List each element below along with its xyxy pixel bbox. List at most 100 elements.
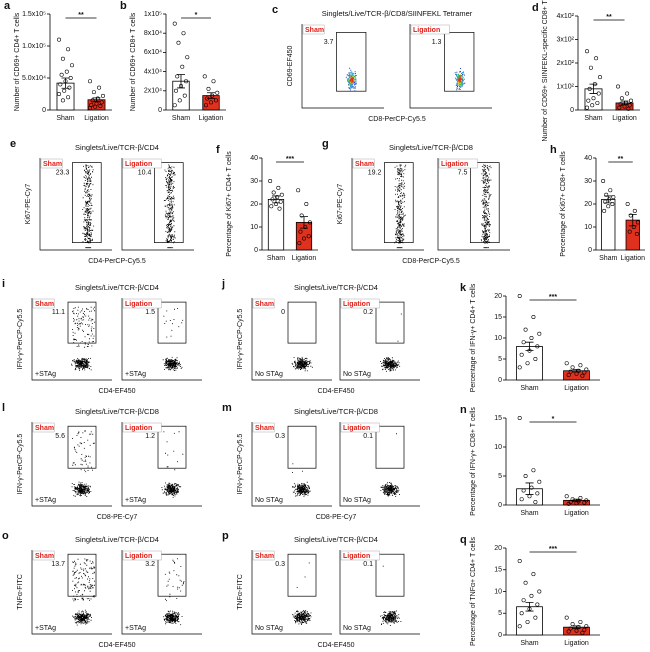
gate-value: 0.1: [363, 561, 373, 568]
events: [72, 558, 96, 626]
sample-label: Sham: [355, 161, 374, 168]
sample-box: [252, 550, 275, 561]
error-bar: [589, 83, 598, 94]
data-point: [521, 598, 526, 603]
panel-letter: n: [460, 404, 467, 416]
data-point: [523, 327, 528, 332]
data-point: [206, 86, 211, 91]
data-point: [517, 365, 522, 370]
panel-letter: p: [222, 530, 229, 542]
data-point: [582, 627, 587, 632]
gate: [444, 32, 475, 92]
data-point: [570, 365, 575, 370]
data-point: [634, 231, 639, 236]
gate: [375, 553, 405, 597]
error-bar: [177, 74, 185, 89]
data-point: [177, 98, 182, 103]
y-tick-label: 10: [250, 224, 258, 231]
data-point: [95, 96, 100, 101]
data-point: [625, 202, 630, 207]
gate-value: 3.7: [324, 39, 334, 46]
data-point: [66, 95, 71, 100]
x-tick-label: Ligation: [292, 255, 317, 262]
x-axis-label: CD4-EF450: [99, 388, 136, 395]
data-point: [597, 75, 602, 80]
data-point: [215, 90, 220, 95]
sample-label: Sham: [35, 301, 54, 308]
sample-box: [122, 422, 162, 433]
significance-label: ***: [286, 156, 294, 163]
data-point: [529, 593, 534, 598]
data-point: [584, 498, 589, 503]
error-bar: [272, 195, 280, 204]
y-tick-label: 0: [42, 107, 46, 114]
events: [162, 308, 184, 371]
data-point: [517, 559, 522, 564]
significance-label: **: [606, 14, 612, 21]
data-point: [517, 624, 522, 629]
y-tick-label: 1.5x10⁵: [22, 11, 46, 18]
data-point: [298, 229, 303, 234]
y-tick-label: 20: [494, 293, 502, 300]
gate: [157, 425, 187, 469]
condition-label: No STAg: [255, 497, 283, 504]
condition-label: +STAg: [125, 625, 146, 632]
panel-letter: c: [272, 4, 278, 16]
sample-box: [122, 158, 162, 169]
data-point: [173, 88, 178, 93]
y-tick-label: 0: [158, 107, 162, 114]
y-tick-label: 5: [498, 356, 502, 363]
y-tick-label: 4x10⁴: [144, 68, 162, 75]
data-point: [531, 572, 536, 577]
condition-label: +STAg: [35, 625, 56, 632]
panel-title: Singlets/Live/TCR-β/CD8: [389, 143, 473, 152]
data-point: [180, 64, 185, 69]
plot-axes: [251, 550, 332, 635]
data-point: [607, 197, 612, 202]
x-tick-label: Sham: [584, 115, 602, 122]
data-point: [181, 31, 186, 36]
sample-box: [352, 158, 375, 169]
data-point: [269, 204, 274, 209]
error-bar: [61, 77, 70, 89]
x-tick-label: Ligation: [84, 115, 109, 122]
gate-value: 1.3: [432, 39, 442, 46]
data-point: [604, 192, 609, 197]
data-point: [584, 367, 589, 372]
x-tick-label: Ligation: [620, 255, 645, 262]
gate-value: 0.3: [275, 433, 285, 440]
y-tick-label: 1x10⁵: [144, 11, 162, 18]
sample-box: [32, 298, 55, 309]
y-tick-label: 15: [494, 415, 502, 422]
condition-label: No STAg: [343, 371, 371, 378]
x-tick-label: Sham: [520, 510, 538, 517]
data-point: [100, 93, 105, 98]
x-tick-label: Ligation: [564, 640, 589, 647]
sample-box: [32, 550, 55, 561]
data-point: [584, 624, 589, 629]
panel-letter: j: [221, 278, 225, 290]
significance-label: *: [195, 12, 198, 19]
gate-value: 1.2: [145, 433, 155, 440]
x-axis-label: CD4-EF450: [318, 642, 355, 649]
sample-box: [40, 158, 63, 169]
data-point: [628, 98, 633, 103]
x-tick-label: Sham: [520, 640, 538, 647]
data-point: [64, 69, 69, 74]
data-point: [616, 84, 621, 89]
y-tick-label: 6x10⁴: [144, 49, 162, 56]
sample-label: Ligation: [413, 27, 440, 34]
plot-axes: [121, 422, 202, 507]
data-point: [635, 220, 640, 225]
y-tick-label: 10: [494, 444, 502, 451]
panel-title: Singlets/Live/TCR-β/CD4: [75, 143, 159, 152]
bar: [267, 198, 285, 251]
data-point: [209, 100, 214, 105]
error-bar: [572, 369, 581, 373]
sample-label: Ligation: [125, 301, 152, 308]
sample-box: [340, 550, 380, 561]
condition-label: +STAg: [35, 497, 56, 504]
data-point: [632, 208, 637, 213]
error-bar: [572, 498, 581, 502]
